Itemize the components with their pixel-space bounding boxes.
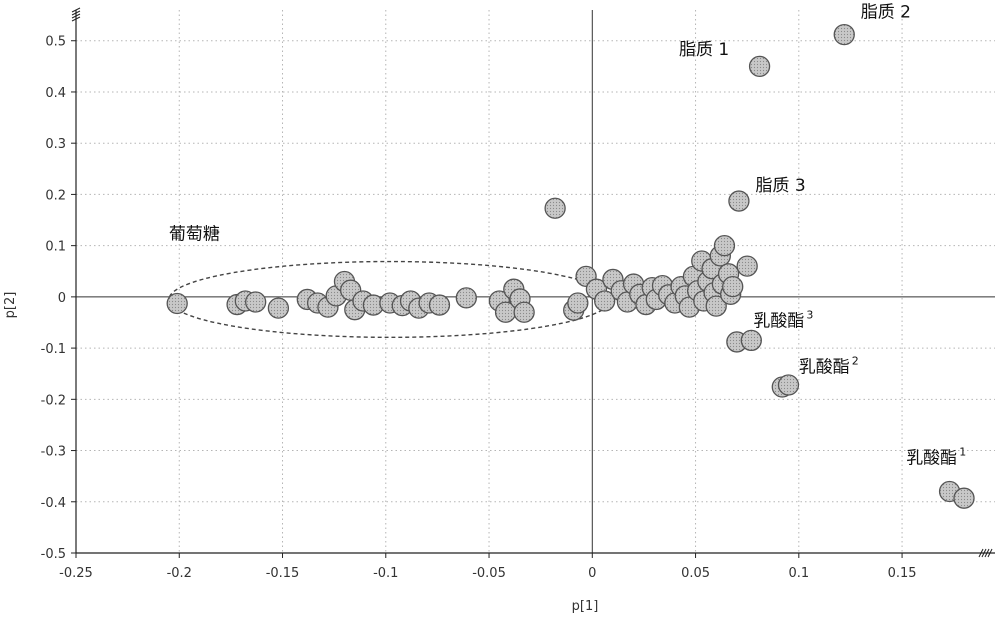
y-tick-label: -0.3 [41, 445, 66, 460]
x-axis-label: p[1] [572, 599, 599, 614]
y-tick-label: -0.5 [41, 547, 66, 562]
x-tick-label: -0.05 [472, 566, 506, 581]
annotation-label: 脂质 3 [755, 176, 805, 196]
data-point [167, 294, 187, 314]
data-point [954, 488, 974, 508]
data-point [246, 292, 266, 312]
y-tick-label: 0.2 [45, 188, 66, 203]
x-tick-label: -0.1 [373, 566, 398, 581]
annotation-label: 葡萄糖 [169, 224, 220, 244]
annotation-label: 脂质 2 [861, 3, 911, 23]
data-point [456, 288, 476, 308]
data-point [429, 295, 449, 315]
y-tick-label: 0.1 [45, 240, 66, 255]
y-tick-label: -0.4 [41, 496, 66, 511]
y-tick-label: -0.2 [41, 393, 66, 408]
x-tick-label: -0.25 [59, 566, 93, 581]
data-points [167, 25, 974, 509]
data-point [741, 330, 761, 350]
y-tick-label: 0.3 [45, 137, 66, 152]
x-tick-label: 0.05 [681, 566, 710, 581]
data-point [545, 198, 565, 218]
data-point [729, 191, 749, 211]
data-point [268, 298, 288, 318]
data-point [568, 293, 588, 313]
y-tick-label: -0.1 [41, 342, 66, 357]
y-tick-label: 0 [58, 291, 66, 306]
data-point [778, 375, 798, 395]
x-tick-label: 0.1 [788, 566, 809, 581]
annotation-label: 乳酸酯1 [906, 445, 966, 468]
y-tick-label: 0.5 [45, 35, 66, 50]
data-point [750, 56, 770, 76]
data-point [737, 256, 757, 276]
annotations: 脂质 2 脂质 1 脂质 3 葡萄糖乳酸酯3 乳酸酯2 乳酸酯1 [169, 3, 966, 469]
data-point [714, 236, 734, 256]
grid-lines [76, 10, 995, 553]
annotation-label: 乳酸酯2 [799, 355, 859, 378]
x-tick-label: 0.15 [888, 566, 917, 581]
annotation-label: 脂质 1 [679, 40, 729, 60]
x-tick-label: -0.15 [266, 566, 300, 581]
data-point [514, 302, 534, 322]
data-point [834, 25, 854, 45]
data-point [723, 277, 743, 297]
annotation-label: 乳酸酯3 [753, 309, 813, 332]
y-tick-label: 0.4 [45, 86, 66, 101]
y-axis-label: p[2] [3, 292, 18, 319]
axes [71, 8, 995, 558]
x-tick-label: 0 [588, 566, 596, 581]
x-tick-label: -0.2 [167, 566, 192, 581]
